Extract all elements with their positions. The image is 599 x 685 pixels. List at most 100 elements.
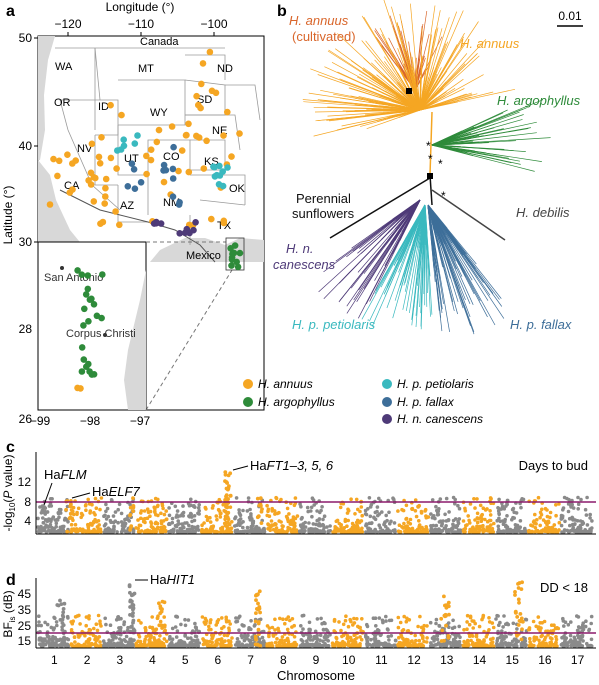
map-point [193,132,200,140]
chromosome-label: 16 [538,653,552,667]
state-label-co: CO [163,151,180,163]
map-point [101,200,108,207]
clade-label-petiolaris: H. p. petiolaris [292,317,376,332]
map-point [85,360,92,368]
map-point [175,201,183,208]
chromosome-tick-labels: 1 2 3 4 5 6 7 8 9 10 11 12 13 14 15 16 17 [51,653,585,667]
map-point [170,143,177,151]
map-point [102,193,109,200]
map-point [168,123,176,130]
map-point [224,164,231,171]
map-point [96,160,104,167]
map-point [78,368,86,375]
d-x-axis-title: Chromosome [277,668,355,683]
country-label-mexico: Mexico [186,250,221,262]
legend-h-argophyllus: H. argophyllus [258,395,335,409]
map-point [206,48,214,56]
chromosome-label: 4 [149,653,156,667]
svg-text:*: * [428,152,433,166]
map-point [219,168,226,175]
d-ytick-15: 15 [18,634,32,648]
map-point [200,165,208,172]
state-label-ok: OK [229,183,246,195]
svg-text:*: * [441,189,446,203]
lat-tick-50: 50 [19,31,33,45]
map-point [228,153,235,160]
panel-b-label: b [277,3,287,20]
c-annotation-days-to-bud: Days to bud [519,458,588,473]
state-label-az: AZ [120,200,134,212]
map-point [85,318,92,325]
map-point [224,108,231,116]
map-point [155,126,163,134]
map-point [102,184,109,192]
chromosome-label: 7 [247,653,254,667]
map-point [113,165,120,172]
map-point [220,132,227,139]
chromosome-label: 14 [473,653,487,667]
map-point [236,130,243,137]
map-point [228,262,235,269]
map-point [107,154,115,162]
map-point [90,198,98,205]
panel-a-legend: H. annuus H. argophyllus H. p. petiolari… [243,377,483,426]
map-point [147,146,155,153]
d-y-axis-title: BFis (dB) [1,590,17,637]
map-point [160,167,167,174]
map-point [77,385,84,392]
clade-label-perennial: Perennial [296,191,351,206]
chromosome-label: 2 [84,653,91,667]
clade-label-debilis: H. debilis [516,205,570,220]
map-point [46,201,54,208]
map-point [82,291,90,298]
chromosome-label: 6 [215,653,222,667]
map-point [116,221,123,229]
lon-tick-100: −100 [200,17,227,31]
inset-map [37,237,245,411]
chromosome-label: 11 [375,653,388,667]
map-point [81,305,88,313]
map-point [190,226,197,234]
d-ytick-35: 35 [18,603,32,617]
chromosome-label: 1 [51,653,58,667]
map-point [54,172,61,180]
map-point [157,220,165,227]
legend-h-n-canescens: H. n. canescens [397,412,483,426]
map-point [88,140,96,148]
map-point [160,178,168,186]
manhattan-plot-bf [36,580,594,648]
map-point [219,182,227,190]
chromosome-label: 5 [182,653,189,667]
map-point [112,208,119,215]
clade-label-annuus: H. annuus [460,36,520,51]
map-point [169,175,177,182]
map-point [85,177,92,184]
inset-lat-tick-26: 26 [19,412,33,426]
clade-label-fallax: H. p. fallax [510,317,572,332]
map-point [90,301,98,308]
state-label-wa: WA [55,61,73,73]
manhattan-plot-days-to-bud [36,470,594,534]
map-point [208,215,215,223]
chromosome-label: 12 [407,653,421,667]
map-point [120,136,127,143]
panel-a-latitude-title: Latitude (°) [1,186,15,245]
map-sample-points [46,48,244,392]
chromosome-label: 15 [506,653,520,667]
gene-label-hahit1: HaHIT1 [150,572,195,587]
map-point [50,155,57,163]
clade-label-sunflowers: sunflowers [292,206,355,221]
map-point [178,147,186,154]
chromosome-label: 8 [280,653,287,667]
map-point [98,314,105,322]
map-point [143,170,150,178]
country-label-canada: Canada [140,36,179,48]
clade-label-canescens: canescens [273,257,336,272]
map-point [185,120,192,128]
state-label-id: ID [98,101,109,113]
map-point [147,156,155,164]
map-point [74,267,81,274]
map-point [92,174,99,182]
d-annotation-dd: DD < 18 [540,580,588,595]
map-point [118,111,125,119]
